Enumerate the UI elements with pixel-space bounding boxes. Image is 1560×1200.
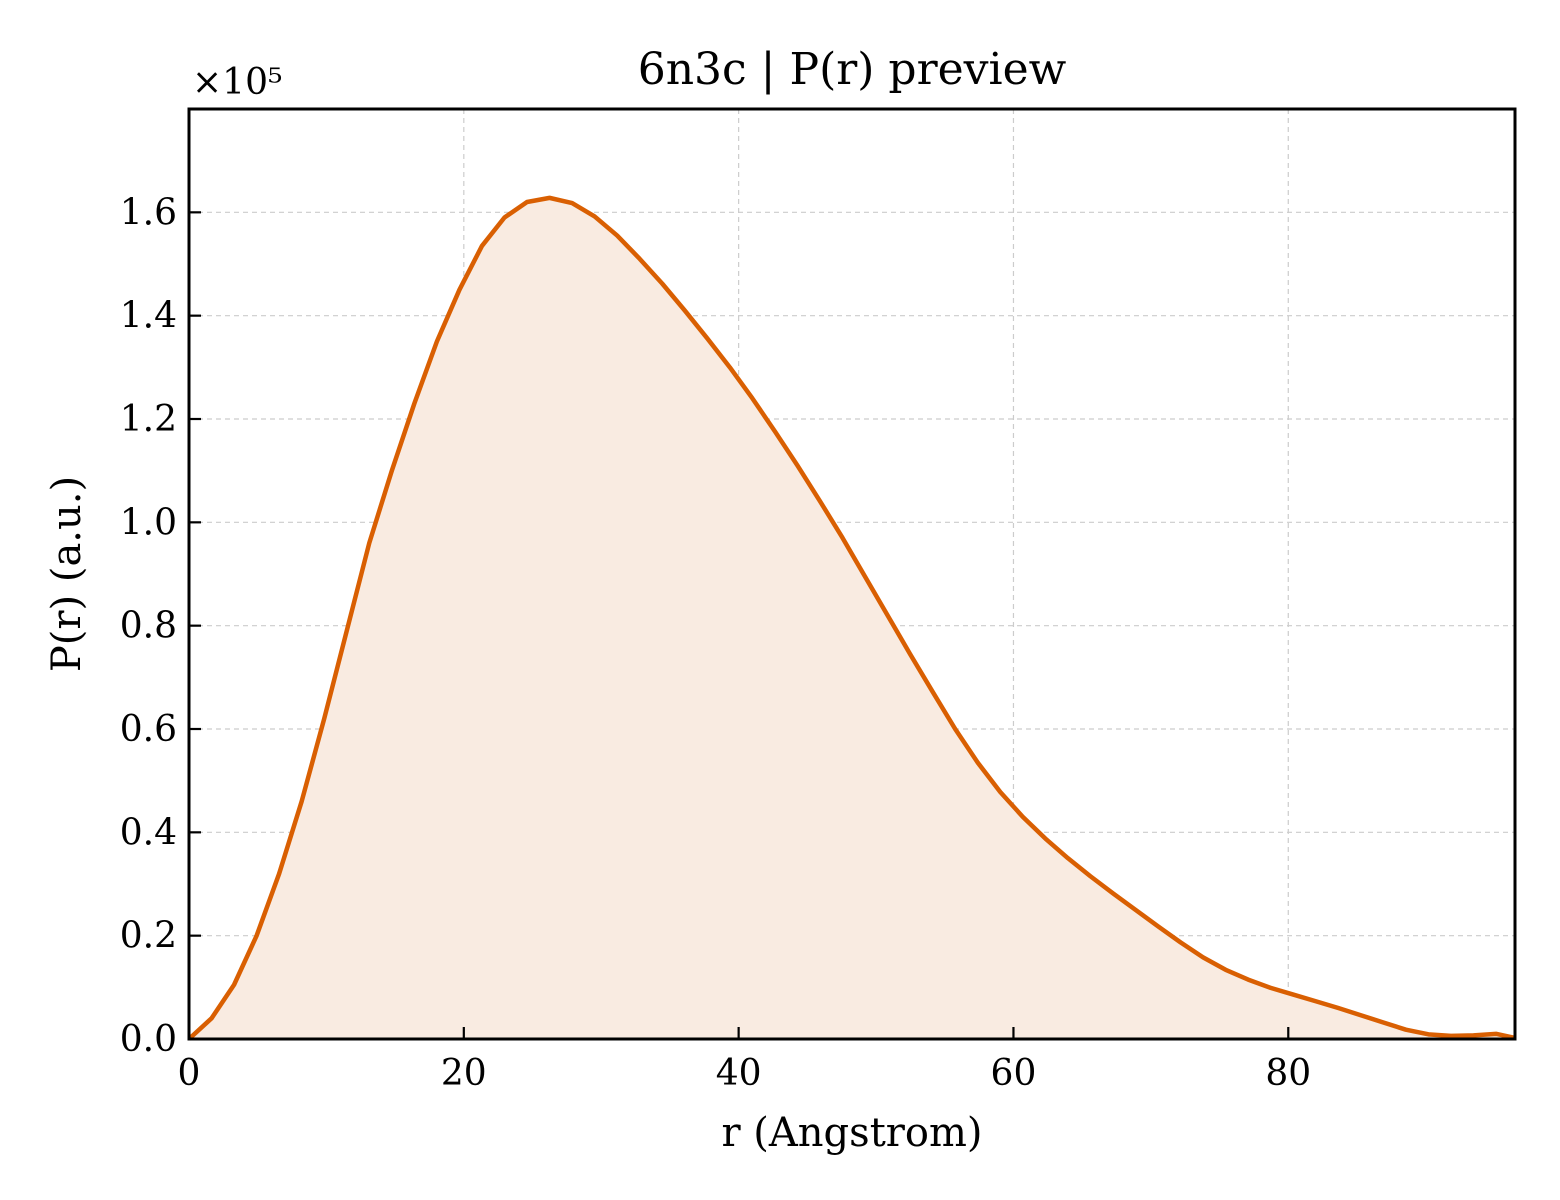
pr-curve-line xyxy=(187,195,1516,1041)
y-tick-label: 0.2 xyxy=(120,916,177,957)
y-tick-label: 0.8 xyxy=(120,606,177,647)
y-tick-label: 1.4 xyxy=(120,296,177,337)
y-tick-label: 1.0 xyxy=(120,502,177,543)
x-axis-ticks: 0 20 40 60 80 xyxy=(178,1027,1311,1094)
x-tick-label: 20 xyxy=(441,1053,487,1094)
y-tick-label: 0.4 xyxy=(120,812,177,853)
x-tick-label: 80 xyxy=(1265,1053,1311,1094)
x-axis-label: r (Angstrom) xyxy=(721,1110,982,1156)
pr-area-fill xyxy=(189,197,1515,1039)
y-tick-label: 0.6 xyxy=(120,709,177,750)
y-multiplier-label: ×10⁵ xyxy=(192,62,282,103)
y-tick-label: 0.0 xyxy=(120,1019,177,1060)
y-tick-label: 1.2 xyxy=(120,399,177,440)
x-tick-label: 40 xyxy=(716,1053,762,1094)
y-axis-label: P(r) (a.u.) xyxy=(44,476,90,672)
y-tick-label: 1.6 xyxy=(120,192,177,233)
x-tick-label: 60 xyxy=(991,1053,1037,1094)
y-axis-ticks: 0.0 0.2 0.4 0.6 0.8 1.0 1.2 1.4 1.6 xyxy=(120,192,201,1060)
plot-frame xyxy=(187,107,1517,1041)
chart-title: 6n3c | P(r) preview xyxy=(638,44,1067,95)
x-tick-label: 0 xyxy=(178,1053,201,1094)
